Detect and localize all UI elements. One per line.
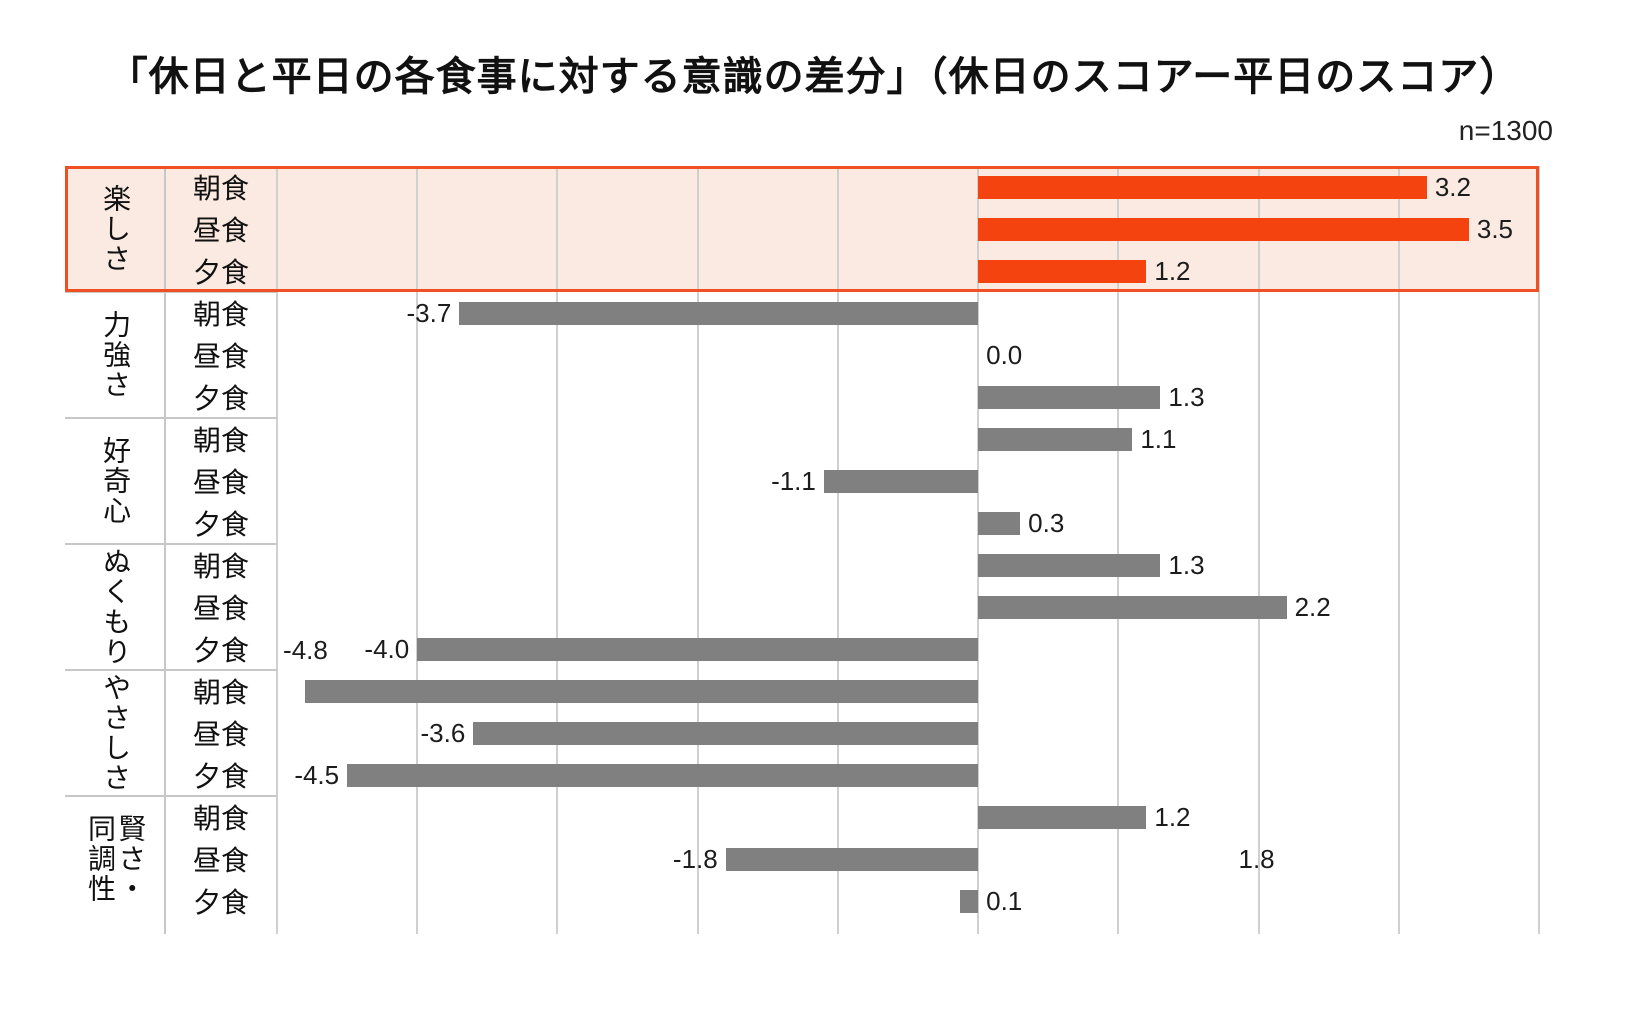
bar xyxy=(978,217,1469,241)
page-title: 「休日と平日の各食事に対する意識の差分」（休日のスコアー平日のスコア） xyxy=(107,55,1521,99)
meal-label: 朝食 xyxy=(192,425,249,456)
value-label: 1.2 xyxy=(1154,802,1191,832)
value-label: -1.8 xyxy=(672,844,718,874)
value-label: -4.8 xyxy=(283,635,328,665)
bar xyxy=(978,595,1287,619)
category-meal-divider xyxy=(164,166,166,934)
bar xyxy=(978,385,1161,409)
group-separator xyxy=(65,795,277,797)
bar xyxy=(305,679,979,703)
meal-label: 朝食 xyxy=(192,803,249,834)
bar xyxy=(823,469,979,493)
category-label: 賢さ・ 同調性 xyxy=(85,814,147,904)
value-label: 0.3 xyxy=(1028,508,1065,538)
gridline xyxy=(416,166,419,934)
bar xyxy=(978,175,1427,199)
meal-label: 朝食 xyxy=(192,551,249,582)
category-label: 好奇心 xyxy=(100,436,132,526)
value-label: 2.2 xyxy=(1294,592,1331,622)
gridline xyxy=(1257,166,1260,934)
gridline xyxy=(276,166,278,934)
bar xyxy=(978,805,1147,829)
gridline xyxy=(556,166,559,934)
meal-label: 昼食 xyxy=(192,467,249,498)
meal-label: 昼食 xyxy=(192,593,249,624)
value-label: 1.3 xyxy=(1168,550,1205,580)
bar xyxy=(417,637,979,661)
value-label: 3.5 xyxy=(1476,214,1514,244)
meal-label: 昼食 xyxy=(192,341,249,372)
group-separator xyxy=(65,417,277,419)
bar xyxy=(959,889,979,913)
gridline xyxy=(1397,166,1400,934)
bar xyxy=(725,847,979,871)
value-label: -4.0 xyxy=(364,634,410,664)
category-label: 楽しさ xyxy=(100,184,132,274)
bar xyxy=(473,721,979,745)
gridline xyxy=(836,166,839,934)
meal-label: 夕食 xyxy=(192,509,249,540)
value-label: 3.2 xyxy=(1434,172,1471,202)
bar xyxy=(978,427,1133,451)
meal-label: 昼食 xyxy=(192,719,249,750)
meal-label: 夕食 xyxy=(192,761,249,792)
category-label: ぬくもり xyxy=(100,547,132,667)
group-separator xyxy=(65,543,277,545)
meal-label: 朝食 xyxy=(192,299,249,330)
meal-label: 昼食 xyxy=(192,215,249,246)
category-label: 力強さ xyxy=(100,310,132,400)
gridline xyxy=(696,166,699,934)
category-label: やさしさ xyxy=(100,673,132,793)
value-label: 0.1 xyxy=(986,886,1023,916)
value-label: -3.7 xyxy=(406,298,452,328)
meal-label: 朝食 xyxy=(192,677,249,708)
gridline xyxy=(977,166,980,934)
highlight-row-border xyxy=(65,166,1539,292)
meal-label: 朝食 xyxy=(192,173,249,204)
extra-value-label: 1.8 xyxy=(1238,844,1275,874)
gridline xyxy=(1538,166,1540,934)
bar xyxy=(978,511,1021,535)
bar xyxy=(978,259,1147,283)
value-label: -4.5 xyxy=(294,760,340,790)
sample-size-label: n=1300 xyxy=(1458,115,1553,146)
value-label: 1.3 xyxy=(1168,382,1205,412)
value-label: -1.1 xyxy=(771,466,816,496)
value-label: 1.2 xyxy=(1154,256,1191,286)
meal-label: 夕食 xyxy=(192,887,249,918)
gridline xyxy=(1117,166,1120,934)
group-separator xyxy=(65,291,277,293)
meal-label: 夕食 xyxy=(192,635,249,666)
value-label: -3.6 xyxy=(420,718,466,748)
meal-label: 夕食 xyxy=(192,383,249,414)
bar xyxy=(459,301,979,325)
bar xyxy=(347,763,979,787)
meal-label: 夕食 xyxy=(192,257,249,288)
meal-label: 昼食 xyxy=(192,845,249,876)
group-separator xyxy=(65,669,277,671)
bar xyxy=(978,553,1161,577)
value-label: 0.0 xyxy=(986,340,1023,370)
value-label: 1.1 xyxy=(1140,424,1177,454)
